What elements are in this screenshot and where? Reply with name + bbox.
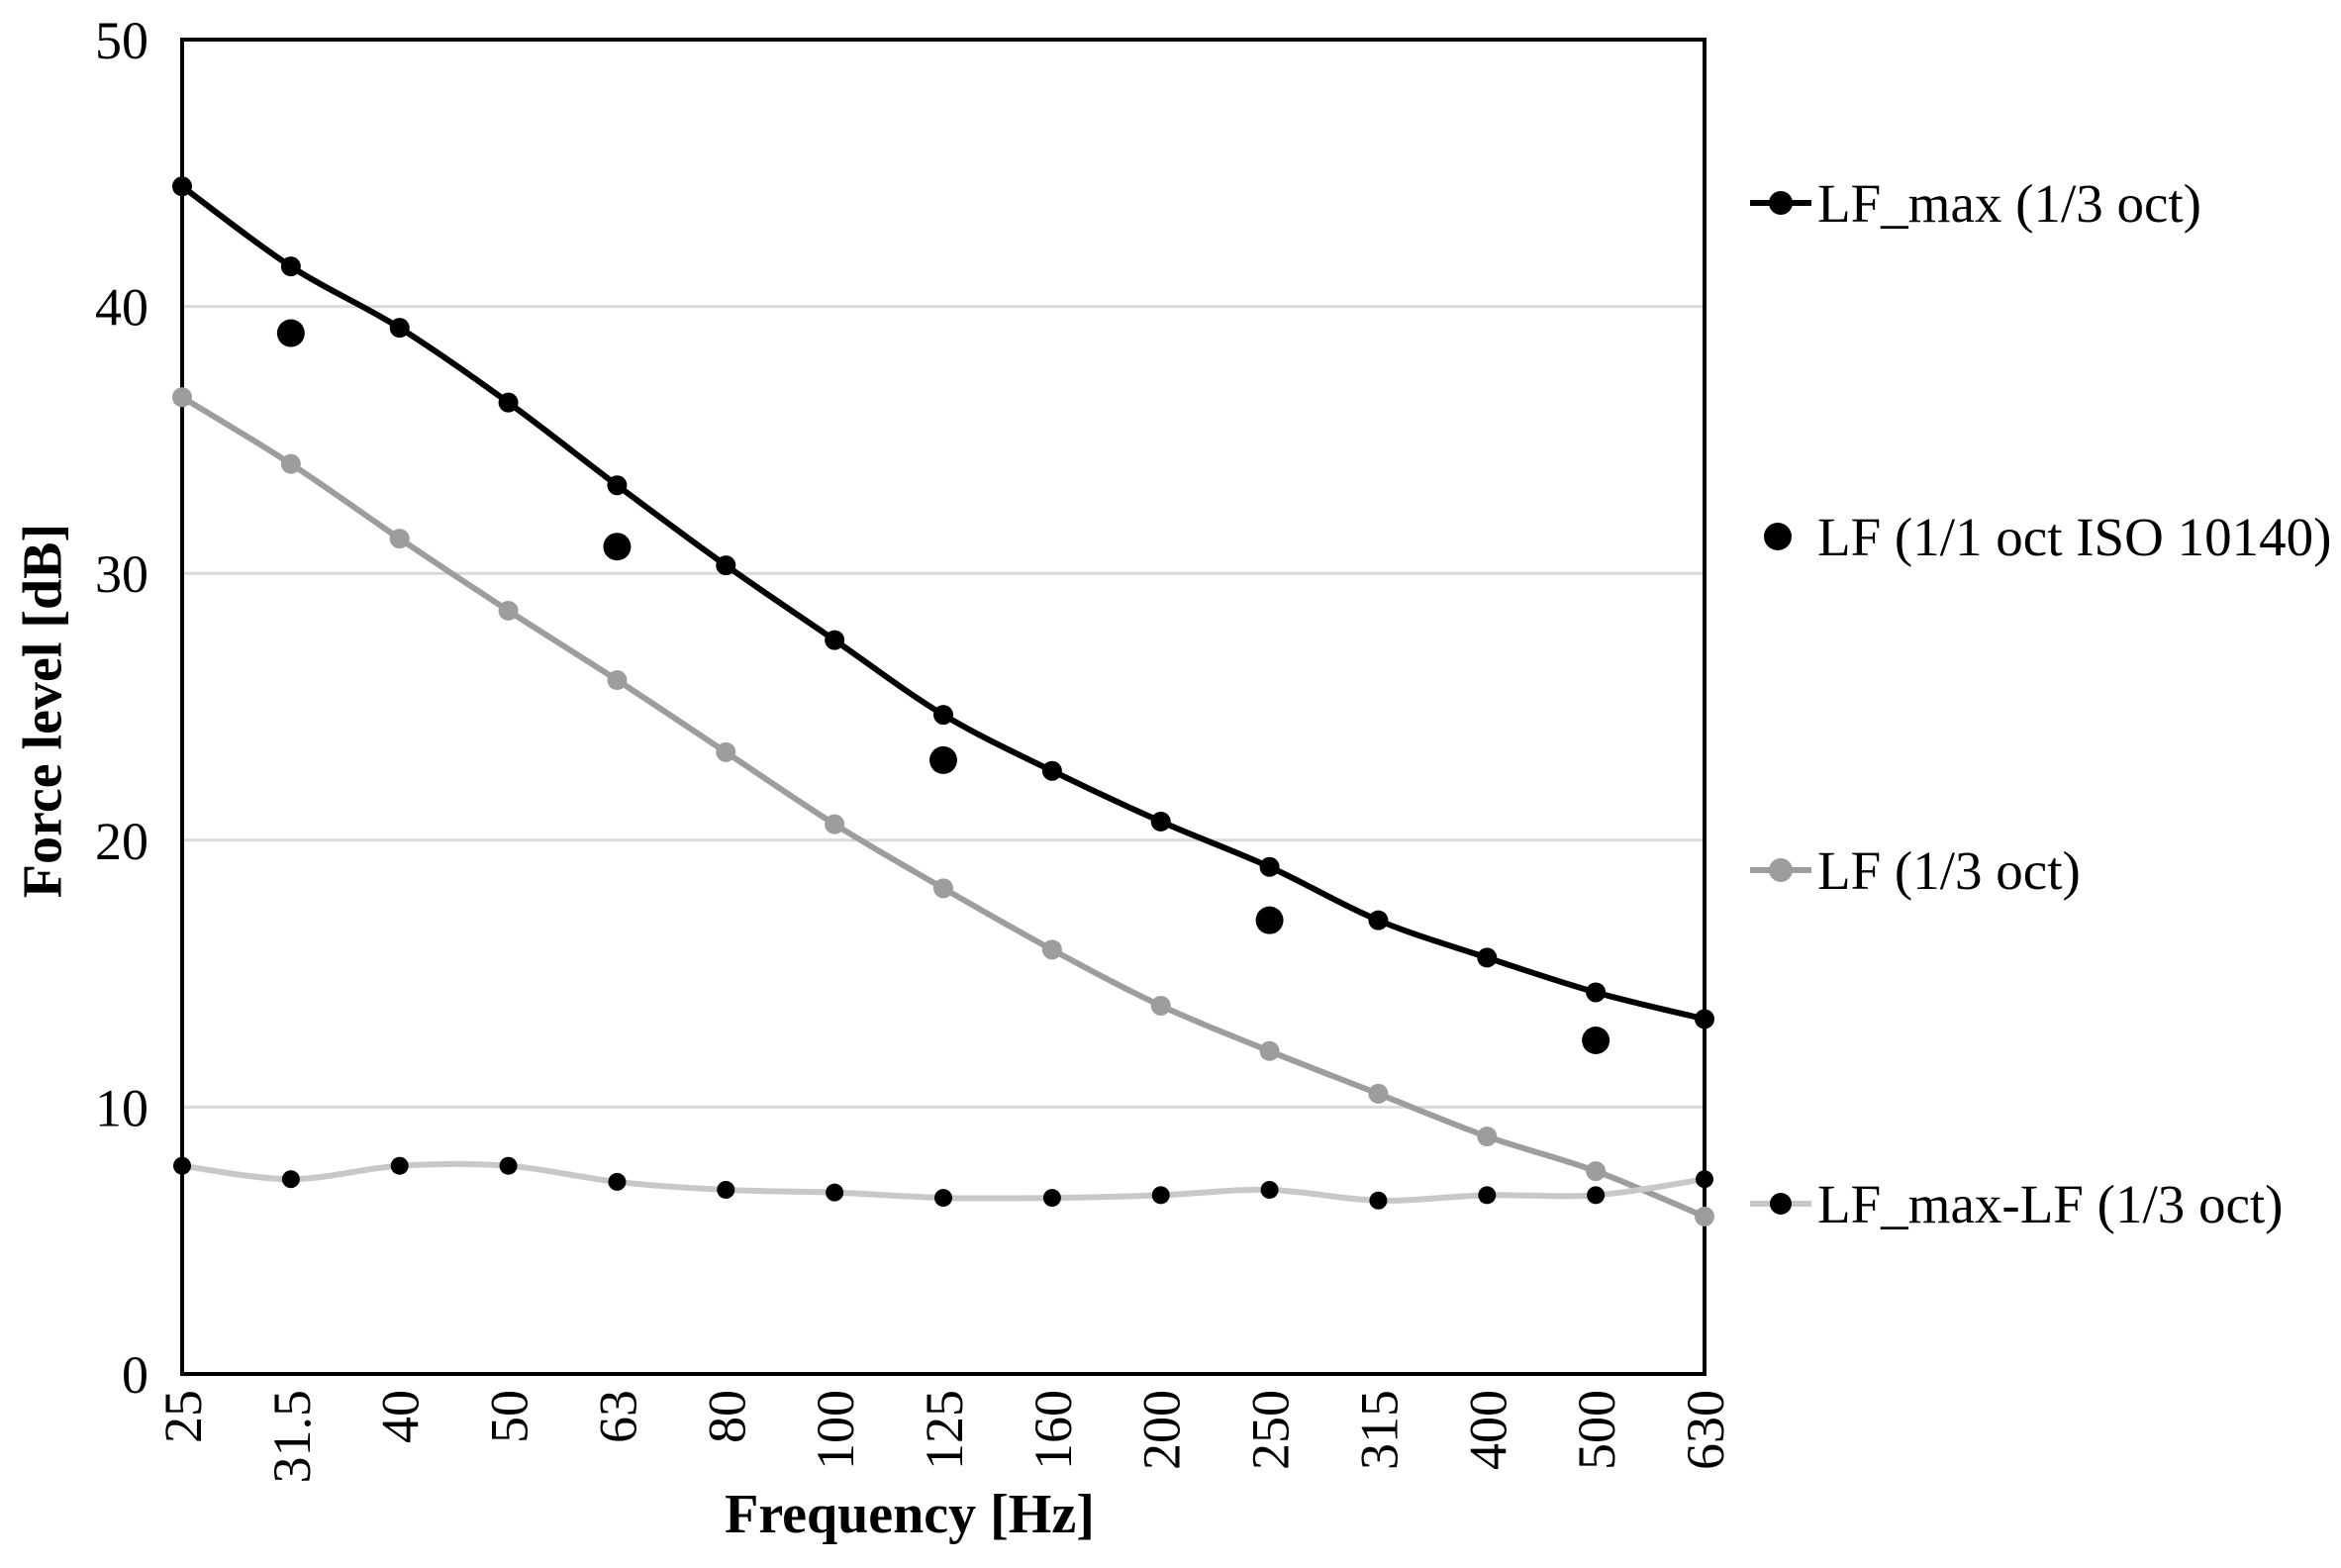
x-tick-label: 160: [1024, 1390, 1083, 1470]
y-tick-label: 30: [95, 544, 148, 604]
series-0-marker: [1368, 910, 1389, 931]
series-2-marker: [1259, 1040, 1280, 1061]
series-1-marker: [1255, 906, 1284, 934]
series-3-marker: [934, 1189, 952, 1208]
x-tick-label: 63: [588, 1390, 647, 1443]
x-axis-title: Frequency [Hz]: [725, 1484, 1095, 1545]
series-0-marker: [1586, 982, 1607, 1003]
series-0-line: [180, 183, 1706, 1023]
x-tick-label: 400: [1458, 1390, 1517, 1470]
series-3-marker: [1587, 1186, 1606, 1205]
series-1-marker: [1582, 1027, 1610, 1054]
series-2-marker: [1150, 995, 1171, 1016]
series-3-marker: [390, 1156, 409, 1175]
series-3-marker: [1260, 1180, 1279, 1199]
series-1-marker: [929, 745, 957, 774]
x-tick-label: 31.5: [262, 1390, 322, 1484]
series-0-marker: [607, 475, 628, 496]
legend-label: LF_max-LF (1/3 oct): [1817, 1173, 2284, 1234]
series-3-marker: [1696, 1170, 1713, 1189]
series-3-marker: [1478, 1186, 1497, 1205]
x-tick-label: 500: [1567, 1390, 1626, 1470]
series-2-marker: [1368, 1083, 1389, 1104]
x-tick-label: 50: [480, 1390, 539, 1443]
legend-label: LF_max (1/3 oct): [1817, 172, 2201, 234]
series-2-marker: [1586, 1161, 1607, 1182]
legend-marker-icon: [1750, 858, 1811, 882]
y-tick-label: 40: [95, 278, 148, 338]
series-0-marker: [498, 392, 519, 413]
x-tick-label: 100: [806, 1390, 865, 1470]
series-3-marker: [1369, 1191, 1388, 1210]
series-0-marker: [933, 705, 953, 726]
axis-box: [180, 38, 1707, 1376]
legend-label: LF (1/1 oct ISO 10140): [1817, 506, 2332, 567]
legend-item: LF_max-LF (1/3 oct): [1750, 1174, 2334, 1234]
x-tick-label: 630: [1676, 1390, 1735, 1470]
legend-item: LF_max (1/3 oct): [1750, 173, 2334, 234]
legend-marker-icon: [1764, 523, 1792, 550]
series-3-marker: [826, 1183, 844, 1202]
series-3-marker: [1042, 1189, 1061, 1208]
series-2-line: [180, 394, 1707, 1220]
series-0-marker: [1695, 1009, 1714, 1029]
legend-marker-icon: [1750, 191, 1811, 215]
series-3-marker: [499, 1156, 518, 1175]
y-axis-title: Force level [dB]: [12, 523, 74, 899]
x-tick-label: 40: [371, 1390, 431, 1443]
series-1-marker: [603, 533, 632, 561]
series-2-marker: [1477, 1127, 1498, 1147]
y-tick-label: 50: [95, 11, 148, 70]
series-2-marker: [607, 670, 628, 691]
x-tick-label: 125: [915, 1390, 974, 1470]
legend-label: LF (1/3 oct): [1817, 839, 2081, 901]
legend: LF_max (1/3 oct) LF (1/1 oct ISO 10140) LF…: [1750, 173, 2334, 1510]
y-tick-label: 0: [122, 1345, 148, 1405]
series-3-marker: [717, 1180, 735, 1199]
series-2-marker: [825, 814, 845, 834]
series-0-marker: [389, 318, 410, 339]
series-2-marker: [389, 529, 410, 549]
series-2-marker: [280, 453, 301, 474]
series-3-marker: [173, 1156, 191, 1175]
y-tick-label: 10: [95, 1078, 148, 1137]
series-2-marker: [1041, 939, 1062, 960]
series-3-marker: [1151, 1186, 1170, 1205]
series-0-marker: [1477, 947, 1498, 968]
series-0-marker: [1041, 760, 1062, 781]
legend-item: LF (1/3 oct): [1750, 840, 2334, 901]
series-0-marker: [1259, 856, 1280, 877]
series-0-marker: [825, 630, 845, 650]
x-tick-label: 250: [1241, 1390, 1301, 1470]
series-0-marker: [172, 176, 192, 197]
legend-marker-icon: [1750, 1193, 1811, 1215]
series-3-marker: [281, 1170, 300, 1189]
series-2-marker: [498, 600, 519, 621]
series-2-marker: [1695, 1206, 1714, 1226]
y-tick-label: 20: [95, 812, 148, 871]
series-0-marker: [280, 256, 301, 277]
x-tick-label: 200: [1132, 1390, 1192, 1470]
legend-item: LF (1/1 oct ISO 10140): [1750, 507, 2334, 567]
x-tick-label: 80: [697, 1390, 756, 1443]
series-2-marker: [172, 387, 192, 408]
series-2-marker: [716, 741, 736, 762]
series-2-marker: [933, 878, 953, 899]
series-3-marker: [608, 1172, 627, 1191]
series-0-marker: [1150, 811, 1171, 832]
series-0-marker: [716, 555, 736, 576]
x-tick-label: 315: [1349, 1390, 1409, 1470]
x-tick-label: 25: [153, 1390, 213, 1443]
series-1-marker: [276, 319, 305, 347]
